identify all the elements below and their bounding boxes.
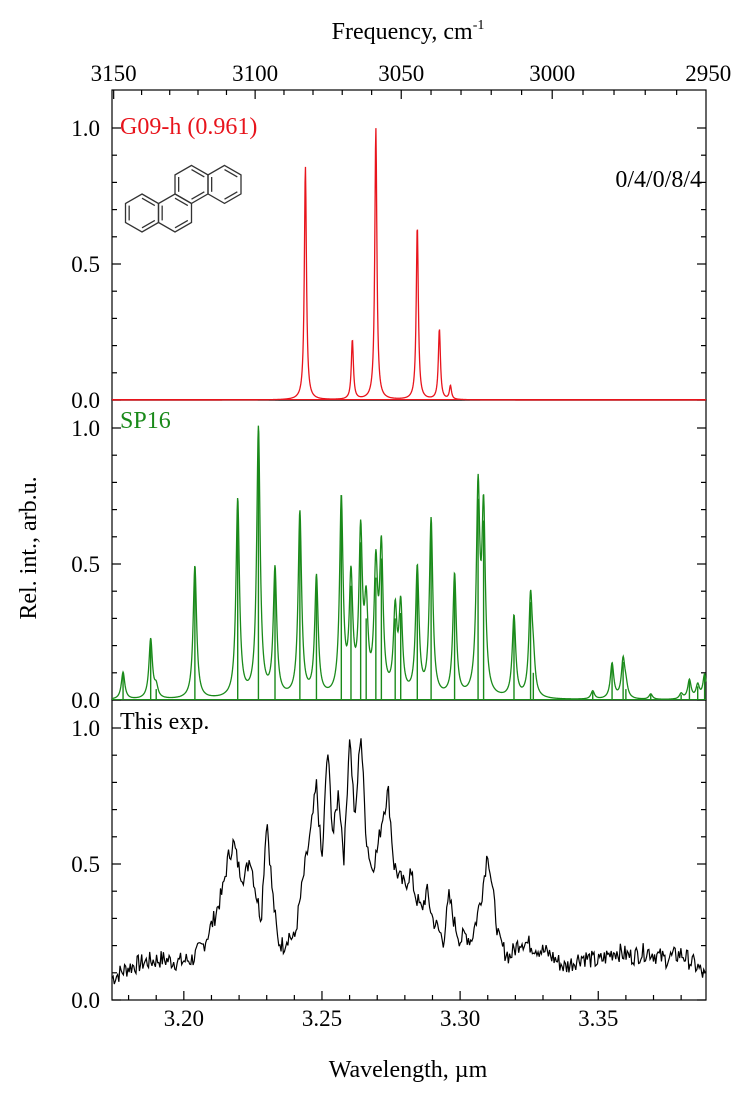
x-axis-label: Wavelength, µm — [329, 1057, 488, 1083]
top-tick-label: 3150 — [91, 61, 137, 86]
molecule-double-bond — [141, 219, 156, 229]
series-layer — [111, 128, 707, 985]
molecule-double-bond — [174, 197, 189, 207]
molecule-double-bond — [224, 191, 238, 200]
y-tick-label: 0.5 — [71, 552, 100, 577]
molecule-double-bond — [224, 169, 238, 178]
y-tick-label: 0.5 — [71, 852, 100, 877]
chrysene-molecule-icon — [124, 164, 242, 233]
y-tick-label: 0.0 — [71, 688, 100, 713]
molecule-ring — [207, 164, 242, 205]
panel-top-series-label: G09-h (0.961) — [120, 114, 257, 140]
y-axis-label: Rel. int., arb.u. — [16, 476, 42, 619]
y-tick-label: 0.5 — [71, 252, 100, 277]
series-experiment-line — [111, 738, 707, 985]
x-tick-label: 3.35 — [578, 1006, 618, 1031]
top-tick-label: 3100 — [232, 61, 278, 86]
x-tick-label: 3.25 — [302, 1006, 342, 1031]
molecule-double-bond — [191, 169, 205, 178]
top-tick-label: 3050 — [378, 61, 424, 86]
molecule-ring — [124, 193, 160, 233]
series-sp16-line — [111, 425, 707, 700]
molecule-ring — [157, 193, 193, 233]
panel-bottom-series-label: This exp. — [120, 709, 209, 735]
panel-top-annotation: 0/4/0/8/4 — [615, 167, 702, 193]
molecule-double-bond — [141, 197, 156, 207]
top-tick-label: 2950 — [685, 61, 731, 86]
axis-ticks: 3.20 3.25 3.30 3.35 0.0 0.5 1.0 0.0 0.5 1.0 0.0 0.5… — [71, 116, 706, 1031]
y-tick-label: 1.0 — [71, 716, 100, 741]
y-tick-label: 0.0 — [71, 988, 100, 1013]
y-tick-label: 0.0 — [71, 388, 100, 413]
y-tick-label: 1.0 — [71, 416, 100, 441]
top-axis-label: Frequency, cm-1 — [332, 18, 485, 45]
x-tick-label: 3.20 — [164, 1006, 204, 1031]
panel-middle-series-label: SP16 — [120, 408, 171, 434]
top-axis-ticks: 3150 3100 3050 3000 2950 — [91, 61, 731, 99]
molecule-double-bond — [174, 219, 189, 229]
molecule-double-bond — [191, 191, 205, 200]
top-tick-label: 3000 — [529, 61, 575, 86]
panel-middle-frame — [111, 399, 707, 701]
y-tick-label: 1.0 — [71, 116, 100, 141]
molecule-ring — [174, 164, 209, 205]
x-tick-label: 3.30 — [440, 1006, 480, 1031]
